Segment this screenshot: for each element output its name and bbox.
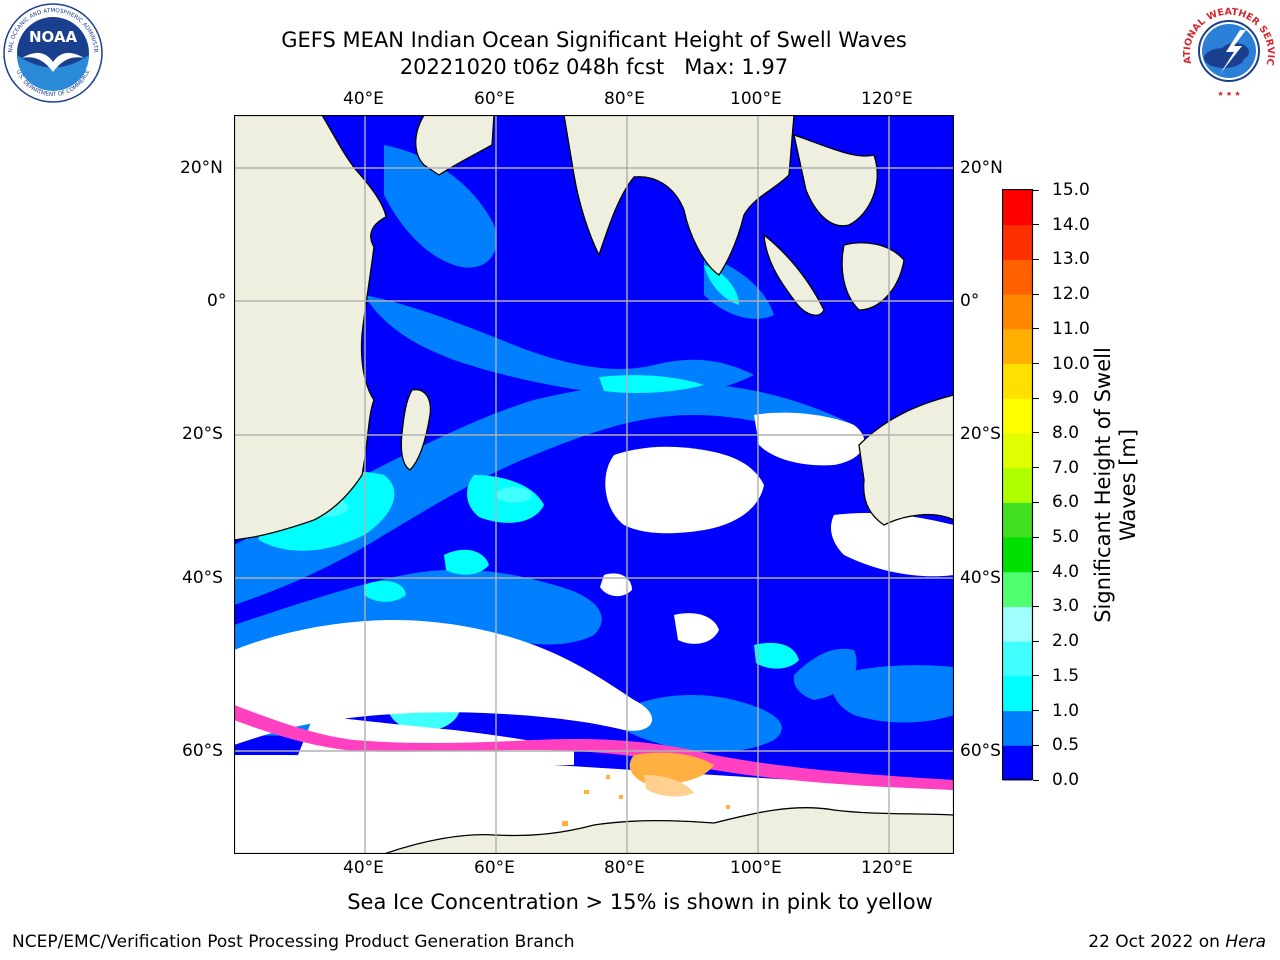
colorbar-tick-label: 12.0 [1052, 284, 1090, 305]
nws-logo: NATIONAL WEATHER SERVICE ★ ★ ★ [1180, 2, 1276, 98]
colorbar-segment [1003, 571, 1032, 607]
colorbar-segment [1003, 537, 1032, 573]
svg-text:★ ★ ★: ★ ★ ★ [1217, 90, 1240, 98]
colorbar-tick-label: 3.0 [1052, 596, 1080, 617]
lon-tick-top: 80°E [604, 89, 645, 109]
colorbar-tick-label: 15.0 [1052, 180, 1090, 200]
colorbar-tick-label: 1.5 [1052, 665, 1080, 686]
colorbar-tick-label: 11.0 [1052, 318, 1090, 339]
svg-text:NOAA: NOAA [29, 28, 78, 46]
colorbar-tick-label: 10.0 [1052, 353, 1090, 374]
colorbar [1002, 189, 1034, 781]
lat-tick-left: 20°S [182, 424, 223, 444]
land-masses [234, 115, 954, 854]
map-title: GEFS MEAN Indian Ocean Significant Heigh… [281, 28, 907, 52]
colorbar-segment [1003, 641, 1032, 677]
colorbar-tick-mark [1033, 293, 1039, 295]
lat-tick-left: 40°S [182, 568, 223, 588]
colorbar-tick-mark [1033, 397, 1039, 399]
colorbar-tick-label: 14.0 [1052, 214, 1090, 235]
colorbar-tick-label: 0.0 [1052, 770, 1080, 790]
colorbar-tick-mark [1033, 258, 1039, 260]
colorbar-tick-mark [1033, 640, 1039, 642]
colorbar-tick-mark [1033, 467, 1039, 469]
colorbar-tick-mark [1033, 779, 1039, 781]
colorbar-segment [1003, 502, 1032, 538]
colorbar-segment [1003, 606, 1032, 642]
lat-tick-right: 0° [960, 291, 980, 311]
map-frame [234, 115, 954, 854]
lon-tick-top: 60°E [474, 89, 515, 109]
colorbar-tick-mark [1033, 432, 1039, 434]
colorbar-tick-mark [1033, 571, 1039, 573]
lat-tick-left: 20°N [180, 158, 223, 178]
footer-date-text: 22 Oct 2022 on [1088, 932, 1226, 952]
colorbar-tick-label: 2.0 [1052, 631, 1080, 652]
colorbar-tick-label: 7.0 [1052, 457, 1080, 478]
lon-tick-bottom: 60°E [474, 858, 515, 878]
indian-ocean-map [234, 115, 954, 854]
colorbar-tick-label: 13.0 [1052, 249, 1090, 270]
lon-tick-bottom: 40°E [343, 858, 384, 878]
colorbar-tick-mark [1033, 189, 1039, 191]
colorbar-segment [1003, 259, 1032, 295]
lat-tick-left: 60°S [182, 741, 223, 761]
lat-tick-right: 20°N [960, 158, 1003, 178]
colorbar-tick-label: 5.0 [1052, 527, 1080, 548]
lat-tick-left: 0° [207, 291, 227, 311]
lon-tick-top: 100°E [730, 89, 782, 109]
lon-tick-bottom: 80°E [604, 858, 645, 878]
colorbar-segment [1003, 675, 1032, 712]
colorbar-segment [1003, 398, 1032, 434]
colorbar-segment [1003, 432, 1032, 469]
colorbar-tick-label: 4.0 [1052, 561, 1080, 582]
colorbar-label-line1: Significant Height of Swell [1091, 347, 1115, 623]
colorbar-tick-mark [1033, 328, 1039, 330]
sea-ice-caption: Sea Ice Concentration > 15% is shown in … [347, 890, 933, 914]
colorbar-segment [1003, 363, 1032, 399]
colorbar-segment [1003, 190, 1032, 226]
footer-host: Hera [1225, 932, 1266, 952]
lat-tick-right: 20°S [960, 424, 1001, 444]
lon-tick-top: 40°E [343, 89, 384, 109]
colorbar-segment [1003, 710, 1032, 746]
footer-credit: NCEP/EMC/Verification Post Processing Pr… [12, 932, 575, 952]
colorbar-tick-mark [1033, 744, 1039, 746]
colorbar-segment [1003, 294, 1032, 330]
colorbar-tick-label: 0.5 [1052, 735, 1080, 756]
sea-ice-band [234, 705, 954, 828]
map-subtitle: 20221020 t06z 048h fcst Max: 1.97 [399, 55, 789, 79]
colorbar-segment [1003, 745, 1032, 781]
footer-date: 22 Oct 2022 on Hera [1088, 932, 1266, 952]
colorbar-tick-mark [1033, 710, 1039, 712]
colorbar-segment [1003, 328, 1032, 365]
colorbar-segment [1003, 224, 1032, 260]
colorbar-tick-mark [1033, 363, 1039, 365]
map-gridlines [234, 115, 954, 854]
colorbar-tick-mark [1033, 536, 1039, 538]
colorbar-tick-label: 9.0 [1052, 388, 1080, 409]
lon-tick-bottom: 120°E [861, 858, 913, 878]
noaa-logo: NATIONAL OCEANIC AND ATMOSPHERIC ADMINIS… [2, 2, 103, 103]
colorbar-label-line2: Waves [m] [1116, 428, 1140, 542]
colorbar-tick-mark [1033, 675, 1039, 677]
colorbar-tick-mark [1033, 224, 1039, 226]
colorbar-tick-label: 1.0 [1052, 700, 1080, 721]
colorbar-tick-label: 8.0 [1052, 422, 1080, 443]
colorbar-tick-mark [1033, 605, 1039, 607]
lat-tick-right: 60°S [960, 741, 1001, 761]
colorbar-tick-label: 6.0 [1052, 492, 1080, 513]
colorbar-segment [1003, 467, 1032, 503]
colorbar-tick-mark [1033, 501, 1039, 503]
lon-tick-top: 120°E [861, 89, 913, 109]
lon-tick-bottom: 100°E [730, 858, 782, 878]
lat-tick-right: 40°S [960, 568, 1001, 588]
